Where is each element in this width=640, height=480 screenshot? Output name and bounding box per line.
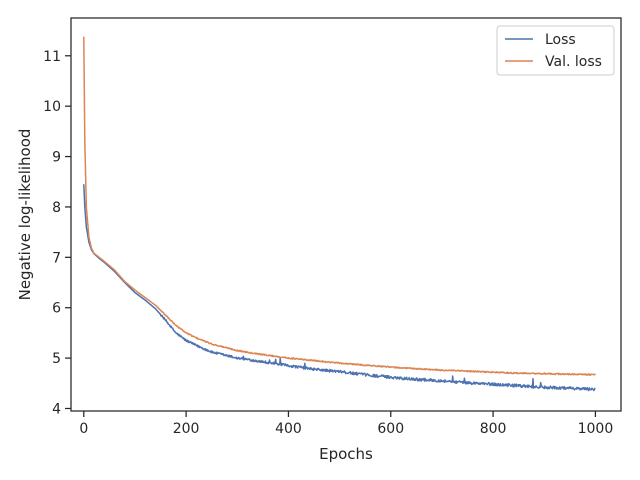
legend-label-1: Val. loss: [545, 54, 602, 70]
x-tick-label: 400: [275, 421, 302, 437]
y-tick-label: 5: [52, 351, 61, 367]
series-line-1: [83, 36, 597, 376]
x-tick-label: 0: [79, 421, 88, 437]
x-tick-label: 600: [377, 421, 404, 437]
y-tick-label: 11: [43, 49, 61, 65]
x-axis-label: Epochs: [319, 445, 373, 463]
series-line-0: [83, 184, 596, 392]
x-tick-label: 200: [173, 421, 200, 437]
x-tick-label: 800: [480, 421, 507, 437]
axes-layer: [70, 17, 622, 412]
x-tick-label: 1000: [578, 421, 614, 437]
y-tick-label: 8: [52, 200, 61, 216]
y-tick-label: 4: [52, 401, 61, 417]
axes-frame: [70, 17, 622, 412]
y-tick-label: 9: [52, 150, 61, 166]
ticks-layer: 0 200 400 600 800 1000 4 5 6 7 8 9 10 11: [43, 49, 613, 437]
legend-label-0: Loss: [545, 32, 576, 48]
y-axis-label: Negative log-likelihood: [16, 129, 34, 301]
y-tick-label: 10: [43, 99, 61, 115]
legend: Loss Val. loss: [496, 25, 615, 76]
series-layer: [83, 36, 597, 392]
y-tick-label: 6: [52, 301, 61, 317]
y-tick-label: 7: [52, 250, 61, 266]
